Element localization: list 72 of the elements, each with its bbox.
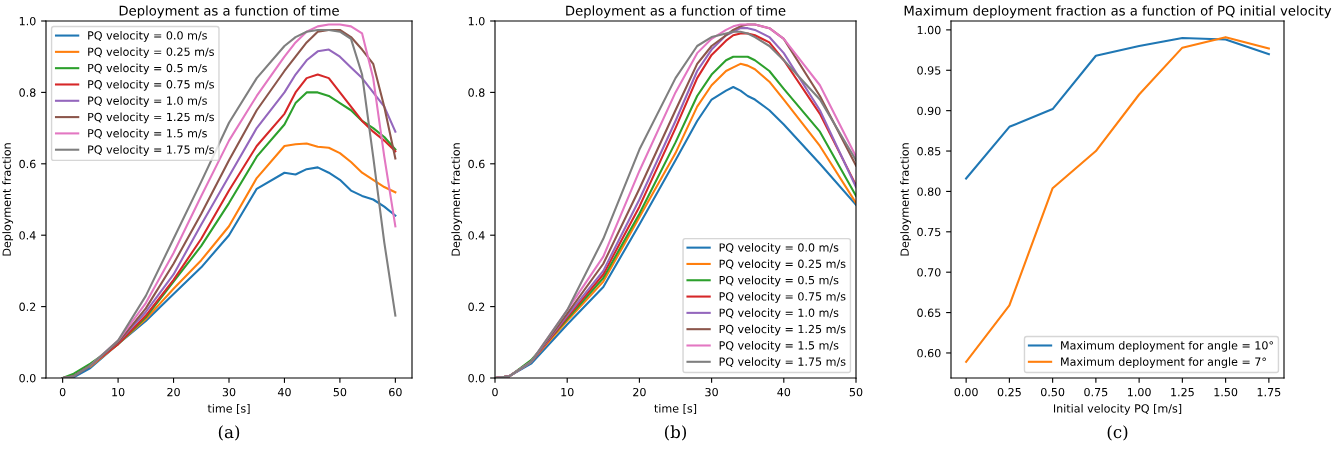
x-tick-label: 1.50 (1214, 387, 1238, 397)
x-axis-title: time [s] (207, 404, 250, 414)
legend-label: PQ velocity = 1.75 m/s (719, 357, 846, 368)
legend-label: PQ velocity = 0.75 m/s (88, 79, 214, 91)
legend-label: PQ velocity = 1.25 m/s (719, 324, 846, 336)
x-tick-label: 30 (222, 387, 236, 397)
y-tick-label: 0.70 (917, 268, 941, 277)
legend-label: PQ velocity = 0.75 m/s (719, 292, 846, 303)
legend-label: PQ velocity = 0.0 m/s (88, 31, 207, 42)
y-tick-label: 0.90 (917, 106, 941, 116)
legend-label: PQ velocity = 1.0 m/s (719, 308, 839, 320)
legend-label: PQ velocity = 1.5 m/s (88, 128, 207, 140)
x-tick-label: 10 (112, 387, 125, 397)
x-tick-label: 1.75 (1257, 388, 1281, 397)
x-tick-label: 0.00 (954, 387, 978, 397)
y-tick-label: 0.8 (19, 88, 36, 97)
y-tick-label: 0.2 (19, 302, 36, 311)
x-tick-label: 1.25 (1171, 387, 1194, 397)
legend-label: PQ velocity = 1.75 m/s (88, 145, 214, 156)
text: (c) (1107, 425, 1128, 441)
x-tick-label: 20 (633, 387, 646, 397)
x-tick-label: 0.25 (997, 387, 1021, 397)
y-tick-label: 1.0 (468, 16, 485, 26)
y-tick-label: 1.00 (917, 25, 941, 35)
y-tick-label: 0.8 (468, 88, 485, 97)
legend-label: PQ velocity = 0.25 m/s (88, 47, 214, 59)
y-tick-label: 0.2 (468, 302, 485, 311)
chart-title: Deployment as a function of time (566, 5, 786, 19)
x-tick-label: 0.50 (1040, 387, 1065, 397)
x-tick-label: 10 (561, 387, 574, 397)
x-tick-label: 50 (849, 387, 863, 397)
y-tick-label: 0.4 (468, 231, 485, 240)
y-tick-label: 0.0 (468, 373, 485, 383)
text: (a) (218, 425, 240, 441)
y-tick-label: 0.75 (917, 227, 941, 237)
legend-label: PQ velocity = 1.25 m/s (88, 112, 214, 124)
x-axis-title: time [s] (654, 404, 697, 414)
chart-title: Deployment as a function of time (119, 5, 339, 19)
y-tick-label: 0.6 (468, 159, 485, 169)
x-tick-label: 20 (167, 387, 180, 397)
y-tick-label: 0.4 (19, 231, 36, 240)
y-tick-label: 0.6 (19, 159, 36, 169)
legend-label: PQ velocity = 0.5 m/s (719, 275, 839, 287)
y-axis-title: Deployment fraction (2, 143, 14, 256)
legend-label: PQ velocity = 0.25 m/s (719, 259, 846, 271)
x-tick-label: 0 (492, 387, 498, 397)
y-axis-title: Deployment fraction (900, 143, 911, 256)
x-tick-label: 0.75 (1084, 387, 1108, 397)
chart-title: Maximum deployment fraction as a function of PQ initial velocity (904, 5, 1332, 19)
text: (b) (664, 425, 687, 441)
y-tick-label: 0.80 (917, 187, 941, 196)
x-tick-label: 1.00 (1127, 387, 1151, 397)
x-tick-label: 0 (59, 387, 66, 397)
y-tick-label: 0.60 (917, 348, 941, 358)
x-tick-label: 40 (777, 387, 791, 397)
x-tick-label: 50 (333, 387, 347, 397)
legend-label: PQ velocity = 1.0 m/s (88, 96, 207, 107)
x-axis-title: Initial velocity PQ [m/s] (1053, 404, 1182, 415)
x-tick-label: 30 (705, 387, 718, 397)
y-tick-label: 0.95 (917, 66, 941, 75)
x-tick-label: 60 (389, 387, 402, 397)
y-tick-label: 0.65 (917, 308, 941, 317)
y-tick-label: 0.0 (19, 373, 36, 383)
x-tick-label: 40 (277, 387, 291, 397)
legend-label: PQ velocity = 0.5 m/s (88, 63, 207, 75)
legend-label: PQ velocity = 0.0 m/s (719, 243, 839, 254)
y-tick-label: 1.0 (19, 16, 36, 26)
legend-label: Maximum deployment for angle = 7° (1061, 357, 1266, 368)
legend-label: Maximum deployment for angle = 10° (1061, 340, 1273, 352)
legend-label: PQ velocity = 1.5 m/s (719, 340, 839, 352)
y-axis-title: Deployment fraction (451, 143, 463, 256)
y-tick-label: 0.85 (917, 147, 941, 156)
